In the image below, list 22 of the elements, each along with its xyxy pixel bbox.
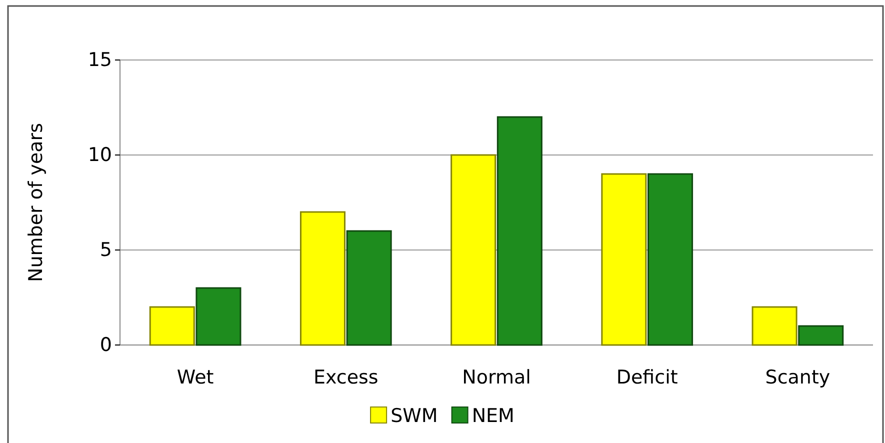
x-tick-label: Scanty: [765, 366, 830, 388]
bar: [496, 116, 542, 346]
y-tick-label: 15: [88, 49, 112, 72]
bar: [196, 287, 242, 346]
legend-label: NEM: [472, 405, 514, 427]
y-tick-label: 0: [100, 334, 112, 356]
x-tick-label: Excess: [313, 366, 378, 388]
bar: [752, 306, 798, 346]
y-tick-label: 5: [100, 239, 112, 262]
bar: [450, 154, 496, 346]
bar: [648, 173, 694, 346]
y-tick-label: 10: [88, 144, 112, 166]
bar: [798, 325, 844, 346]
x-tick-label: Deficit: [616, 366, 678, 388]
bar: [601, 173, 647, 346]
x-tick-label: Normal: [462, 366, 531, 388]
x-tick-label: Wet: [176, 366, 214, 388]
bar: [346, 230, 392, 346]
legend-label: SWM: [390, 405, 438, 427]
bar: [149, 306, 195, 346]
y-axis-title: Number of years: [25, 122, 47, 282]
bar: [300, 211, 346, 346]
